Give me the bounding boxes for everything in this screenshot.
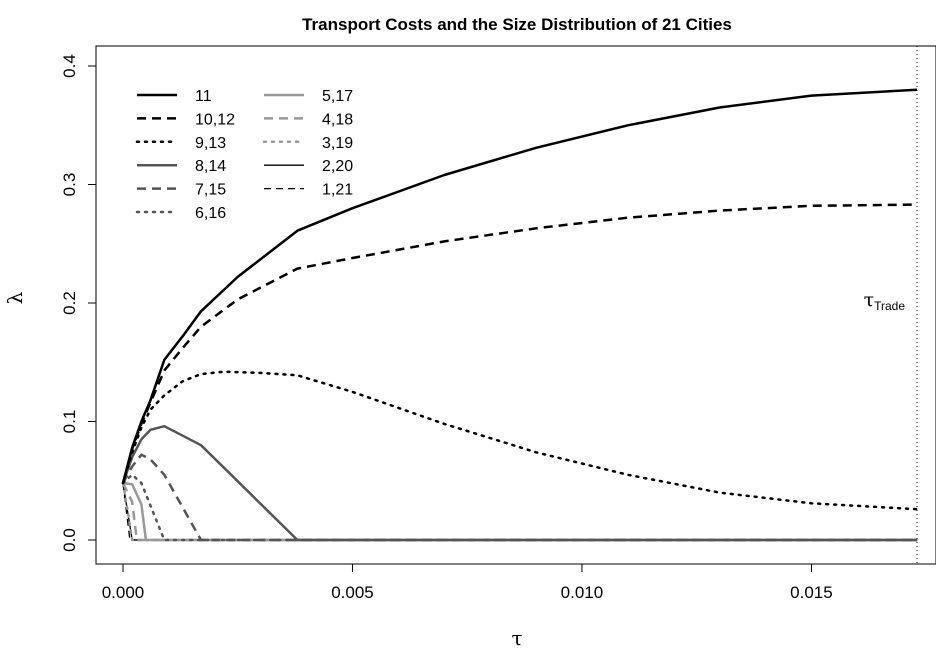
legend-label: 8,14 [195,158,226,175]
tau-trade-annotation: τTrade [864,289,906,313]
series-group [121,88,919,542]
y-axis-label: λ [3,291,27,304]
legend-label: 6,16 [195,205,226,222]
y-axis: 0.0 0.1 0.2 0.3 0.4 [60,54,97,552]
series-line-2-20 [122,482,917,541]
series-line-1-21 [122,483,917,541]
series-line-3-19 [121,481,919,542]
x-tick-label: 0.010 [561,583,604,602]
legend-label: 2,20 [322,158,353,175]
legend-label: 3,19 [322,135,353,152]
chart-title: Transport Costs and the Size Distributio… [302,15,732,34]
legend-label: 11 [195,88,212,105]
legend: 11 10,12 9,13 8,14 7,15 6,16 5,17 4,18 3,19 2,20 1… [135,88,353,222]
tau-trade-subscript: Trade [874,299,905,313]
series-line-10-12 [121,203,918,484]
legend-label: 1,21 [322,182,353,199]
x-tick-label: 0.000 [102,583,145,602]
x-tick-label: 0.015 [790,583,833,602]
legend-label: 7,15 [195,182,226,199]
legend-label: 5,17 [322,88,353,105]
series-line-8-14 [121,424,917,542]
x-axis: 0.000 0.005 0.010 0.015 [102,563,833,602]
y-tick-label: 0.3 [60,173,79,197]
y-tick-label: 0.1 [60,410,79,434]
x-tick-label: 0.005 [331,583,374,602]
series-line-7-15 [121,453,917,542]
y-tick-label: 0.2 [60,291,79,315]
legend-label: 10,12 [195,111,235,128]
tau-trade-symbol: τ [864,289,875,311]
series-line-11 [121,88,918,484]
series-line-9-13 [121,370,919,511]
y-tick-label: 0.0 [60,528,79,552]
legend-label: 4,18 [322,111,353,128]
y-tick-label: 0.4 [60,54,79,78]
x-axis-label: τ [511,626,522,650]
series-line-5-17 [122,481,917,542]
series-line-4-18 [121,482,917,542]
legend-label: 9,13 [195,135,226,152]
